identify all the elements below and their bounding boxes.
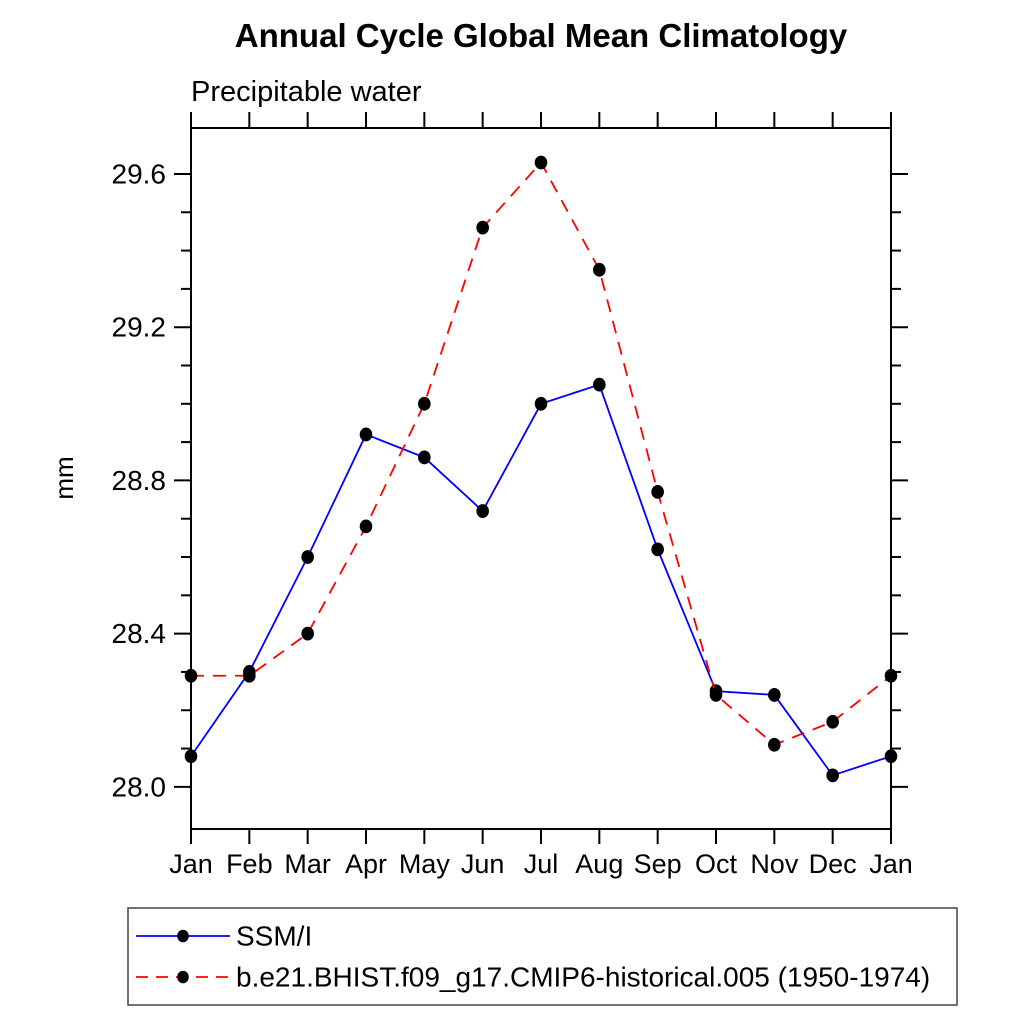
data-point xyxy=(476,220,489,235)
x-tick-label: Jan xyxy=(869,849,913,879)
legend-entry-model: b.e21.BHIST.f09_g17.CMIP6-historical.005… xyxy=(236,962,930,993)
plot-frame xyxy=(190,127,892,830)
x-tick-label: Dec xyxy=(809,849,857,879)
data-point xyxy=(826,768,839,783)
data-point xyxy=(651,485,664,499)
y-axis-label: mm xyxy=(49,456,79,499)
data-point xyxy=(534,396,548,411)
data-point xyxy=(184,668,198,683)
legend-sample-marker-0 xyxy=(177,929,189,943)
legend-line-samples xyxy=(136,929,230,984)
data-point xyxy=(768,688,781,702)
chart-title: Annual Cycle Global Mean Climatology xyxy=(235,17,848,54)
y-tick-label: 29.2 xyxy=(112,312,167,343)
data-point xyxy=(476,504,489,518)
x-tick-label: Jun xyxy=(461,849,505,879)
y-tick-label: 28.8 xyxy=(112,465,167,496)
x-tick-label: Jan xyxy=(169,849,213,879)
x-tick-label: Mar xyxy=(284,849,331,879)
x-tick-label: Jul xyxy=(524,849,559,879)
data-point xyxy=(359,519,373,534)
legend-sample-marker-1 xyxy=(177,970,189,984)
data-point xyxy=(709,688,723,702)
data-point xyxy=(301,626,314,641)
plot-axes: 28.0 28.4 28.8 29.2 29.6 Jan Feb Mar Apr May Jun Ju… xyxy=(112,112,913,879)
data-point xyxy=(301,550,314,564)
data-point xyxy=(884,749,898,764)
data-point xyxy=(184,749,198,764)
data-point xyxy=(826,714,839,729)
data-point xyxy=(768,737,781,752)
x-tick-label: Feb xyxy=(226,849,273,879)
data-point xyxy=(593,377,606,392)
y-tick-label: 28.0 xyxy=(112,771,167,802)
data-point xyxy=(593,262,606,277)
data-point xyxy=(651,542,664,557)
x-tick-label: May xyxy=(399,849,451,879)
y-tick-label: 28.4 xyxy=(112,618,167,649)
x-tick-label: Apr xyxy=(345,849,387,879)
data-point xyxy=(243,668,256,683)
series-line-0 xyxy=(190,383,892,777)
y-tick-label: 29.6 xyxy=(112,158,167,189)
data-point xyxy=(359,427,373,442)
plot-series xyxy=(184,155,898,783)
legend-entry-ssmi: SSM/I xyxy=(236,921,312,952)
data-point xyxy=(418,396,431,411)
series-line-1 xyxy=(191,160,892,746)
legend-border xyxy=(127,907,958,1006)
data-point xyxy=(418,450,431,465)
x-tick-label: Aug xyxy=(575,849,623,879)
x-tick-label: Sep xyxy=(634,849,682,879)
x-tick-label: Nov xyxy=(750,849,799,879)
data-point xyxy=(884,668,898,683)
chart-subtitle: Precipitable water xyxy=(191,76,422,108)
x-tick-label: Oct xyxy=(695,849,738,879)
data-point xyxy=(534,155,548,170)
chart-legend: SSM/I b.e21.BHIST.f09_g17.CMIP6-historic… xyxy=(127,907,958,1006)
